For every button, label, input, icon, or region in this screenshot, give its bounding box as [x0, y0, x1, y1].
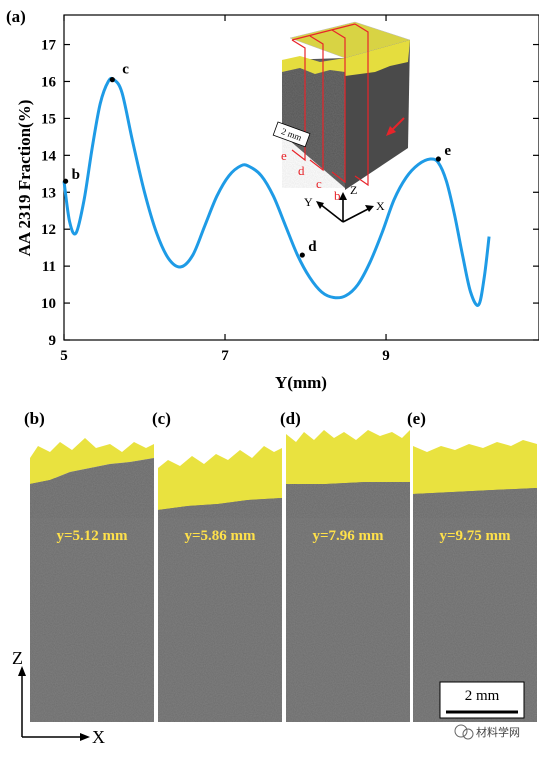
y-tick-label: 14 — [41, 148, 57, 164]
micro-panel-b: (b) y=5.12 mm — [24, 409, 154, 722]
inset-arrow — [386, 117, 405, 136]
micro-panel-y-position: y=5.86 mm — [184, 528, 256, 544]
y-tick-label: 16 — [41, 74, 57, 90]
bottom-axis-x-label: X — [92, 727, 105, 747]
y-tick-label: 12 — [41, 222, 56, 238]
inset-slice-label-e: e — [281, 148, 287, 163]
micro-panel-label: (e) — [407, 409, 426, 428]
bottom-axis-triad: Z X — [12, 648, 105, 747]
inset-scale-bar: 2 mm — [272, 121, 311, 148]
micro-panel-label: (c) — [152, 409, 171, 428]
point-label-e: e — [444, 143, 451, 159]
plot-frame — [63, 14, 539, 341]
point-b — [63, 178, 69, 184]
inset-right-yellow — [345, 40, 410, 76]
y-tick-label: 13 — [41, 185, 56, 201]
axis-ticks: 9 10 11 12 13 14 15 16 17 5 7 9 — [41, 15, 539, 364]
y-tick-label: 9 — [49, 333, 57, 349]
x-tick-label: 9 — [382, 348, 390, 364]
micro-panel-yellow-phase — [30, 438, 154, 484]
point-e — [435, 156, 441, 162]
inset-axis-arrows — [316, 192, 374, 212]
inset-front-yellow — [282, 56, 345, 74]
bottom-axis-z-label: Z — [12, 648, 23, 668]
micro-panel-yellow-phase — [158, 446, 282, 510]
micro-panel-label: (d) — [280, 409, 301, 428]
x-axis-label: Y(mm) — [275, 373, 327, 392]
panel-a: (a) 9 10 11 12 13 14 15 16 17 5 7 9 AA 2319 Fractio… — [6, 7, 539, 392]
y-tick-label: 10 — [41, 296, 56, 312]
point-label-d: d — [308, 239, 317, 255]
micro-panel-y-position: y=7.96 mm — [312, 528, 384, 544]
bottom-scale-bar: 2 mm — [439, 681, 525, 719]
point-d — [299, 252, 305, 258]
inset-axis-y-label: Y — [304, 195, 313, 209]
inset-slice-label-c: c — [316, 176, 322, 191]
inset-slice-label-b: b — [334, 188, 341, 203]
micro-panel-yellow-phase — [286, 430, 410, 484]
y-tick-label: 15 — [41, 111, 56, 127]
y-axis-label: AA 2319 Fraction(%) — [15, 100, 34, 257]
inset-axis-x-label: X — [376, 199, 385, 213]
inset-right-face — [345, 40, 410, 190]
micro-panel-e: (e) y=9.75 mm — [407, 409, 537, 722]
point-label-c: c — [122, 62, 129, 78]
micro-panels: (b) y=5.12 mm (c) y=5.86 mm (d) y=7.96 mm (e) y… — [24, 409, 537, 722]
svg-text:2 mm: 2 mm — [465, 688, 500, 704]
point-c — [109, 77, 115, 83]
inset-axis-z-label: Z — [350, 183, 357, 197]
micro-panel-c: (c) y=5.86 mm — [152, 409, 282, 722]
micro-panel-y-position: y=9.75 mm — [439, 528, 511, 544]
inset-slices — [291, 23, 369, 187]
micro-panel-yellow-phase — [413, 440, 537, 494]
x-tick-label: 7 — [221, 348, 229, 364]
svg-text:材料学网: 材料学网 — [476, 725, 520, 739]
inset-axis-triad — [319, 196, 371, 223]
inset-slice-label-d: d — [298, 163, 305, 178]
micro-panel-label: (b) — [24, 409, 45, 428]
panel-a-label: (a) — [6, 7, 26, 26]
x-tick-label: 5 — [60, 348, 68, 364]
y-tick-label: 11 — [42, 259, 56, 275]
point-label-b: b — [72, 167, 80, 183]
micro-panel-y-position: y=5.12 mm — [56, 528, 128, 544]
micro-panel-d: (d) y=7.96 mm — [280, 409, 410, 722]
series-line — [62, 76, 491, 307]
watermark: 材料学网 — [454, 724, 520, 740]
y-tick-label: 17 — [41, 38, 57, 54]
